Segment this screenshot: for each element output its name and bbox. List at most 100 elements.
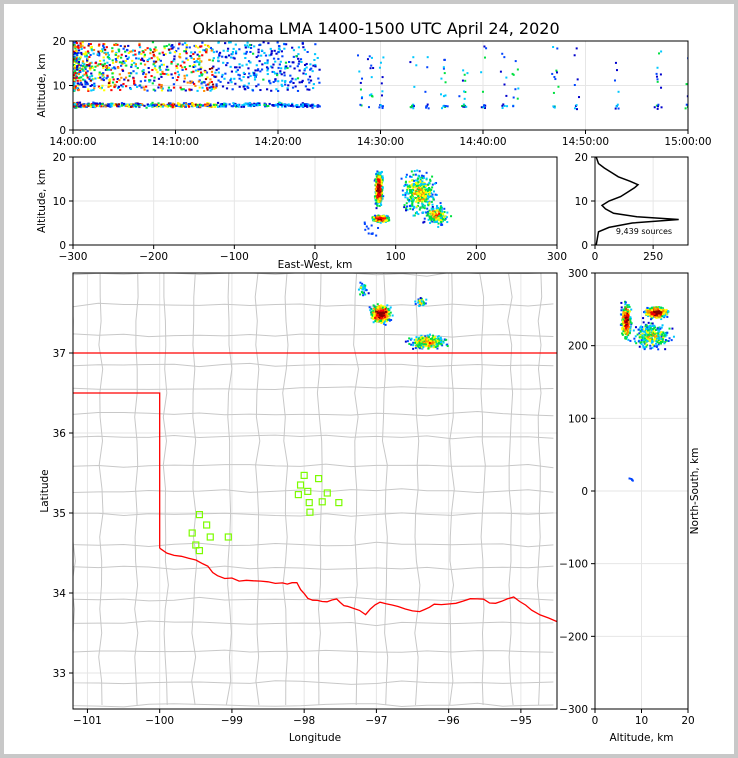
time-height-source — [115, 54, 117, 56]
time-height-source — [314, 43, 316, 45]
time-height-source — [225, 106, 227, 108]
ew-altitude-source — [432, 197, 434, 199]
time-height-source — [198, 80, 200, 82]
x-tick-label: 14:30:00 — [357, 136, 404, 148]
altitude-ns-source — [622, 314, 624, 316]
time-height-source — [211, 50, 213, 52]
time-height-source — [112, 76, 114, 78]
altitude-ns-source — [647, 332, 649, 334]
time-height-source — [153, 77, 155, 79]
time-height-source — [185, 89, 187, 91]
time-height-source — [266, 62, 268, 64]
time-height-source — [233, 78, 235, 80]
ew-altitude-source — [432, 184, 434, 186]
time-height-source — [142, 73, 144, 75]
time-height-source — [144, 76, 146, 78]
time-height-source — [177, 71, 179, 73]
time-height-source — [232, 51, 234, 53]
time-height-source — [200, 68, 202, 70]
time-height-source — [213, 51, 215, 53]
time-height-source — [281, 55, 283, 57]
time-height-source — [159, 67, 161, 69]
time-height-source — [160, 73, 162, 75]
time-height-source — [232, 88, 234, 90]
time-height-source — [97, 51, 99, 53]
time-height-source — [427, 104, 429, 106]
time-height-source — [196, 90, 198, 92]
time-height-source — [203, 81, 205, 83]
ew-altitude-source — [377, 178, 379, 180]
time-height-source — [483, 105, 485, 107]
y-tick-label: 0 — [581, 240, 588, 252]
time-height-source — [264, 62, 266, 64]
time-height-source — [212, 84, 214, 86]
time-height-source — [145, 86, 147, 88]
time-height-source — [250, 47, 252, 49]
ew-altitude-source — [429, 179, 431, 181]
time-height-source — [86, 60, 88, 62]
time-height-source — [89, 76, 91, 78]
plan-view-source — [382, 313, 384, 315]
ew-altitude-source — [416, 170, 418, 172]
time-height-source — [289, 75, 291, 77]
time-height-source — [297, 77, 299, 79]
time-height-source — [217, 60, 219, 62]
time-height-source — [198, 61, 200, 63]
time-height-source — [167, 69, 169, 71]
time-height-source — [225, 64, 227, 66]
time-height-source — [172, 105, 174, 107]
plan-view-source — [435, 346, 437, 348]
time-height-source — [179, 53, 181, 55]
plan-view-source — [412, 344, 414, 346]
time-height-source — [185, 68, 187, 70]
ew-altitude-source — [426, 172, 428, 174]
time-height-source — [98, 74, 100, 76]
y-axis-label: Latitude — [39, 469, 51, 512]
altitude-ns-source — [664, 334, 666, 336]
time-height-source — [441, 107, 443, 109]
time-height-source — [287, 84, 289, 86]
time-height-source — [318, 69, 320, 71]
altitude-ns-source — [658, 315, 660, 317]
time-height-source — [274, 50, 276, 52]
altitude-ns-source — [654, 338, 656, 340]
altitude-ns-source — [667, 310, 669, 312]
time-height-source — [280, 67, 282, 69]
time-height-source — [126, 104, 128, 106]
time-height-source — [302, 43, 304, 45]
time-height-source — [483, 46, 485, 48]
time-height-source — [306, 105, 308, 107]
altitude-ns-source — [627, 319, 629, 321]
time-height-source — [462, 69, 464, 71]
time-height-source — [123, 62, 125, 64]
altitude-ns-source — [650, 318, 652, 320]
time-height-source — [211, 106, 213, 108]
plan-view-source — [378, 312, 380, 314]
plan-view-source — [373, 308, 375, 310]
x-tick-label: 14:00:00 — [49, 136, 96, 148]
time-height-source — [127, 45, 129, 47]
time-height-source — [170, 73, 172, 75]
time-height-source — [102, 72, 104, 74]
time-height-source — [277, 90, 279, 92]
time-height-source — [125, 65, 127, 67]
ew-altitude-source — [438, 213, 440, 215]
time-height-source — [154, 65, 156, 67]
time-height-source — [153, 80, 155, 82]
time-height-source — [209, 78, 211, 80]
time-height-source — [94, 66, 96, 68]
plan-view-map-panel: −101 −100 −99 −98 −97 −96 −953334353637Longitu… — [39, 272, 557, 744]
time-height-source — [99, 71, 101, 73]
time-height-source — [219, 52, 221, 54]
ew-altitude-source — [434, 183, 436, 185]
time-height-source — [576, 47, 578, 49]
time-height-source — [255, 73, 257, 75]
ew-altitude-source — [435, 219, 437, 221]
time-height-source — [314, 53, 316, 55]
ew-altitude-source — [446, 221, 448, 223]
plan-view-source — [419, 342, 421, 344]
time-height-source — [229, 103, 231, 105]
time-height-source — [415, 64, 417, 66]
time-height-source — [295, 55, 297, 57]
time-height-source — [161, 89, 163, 91]
